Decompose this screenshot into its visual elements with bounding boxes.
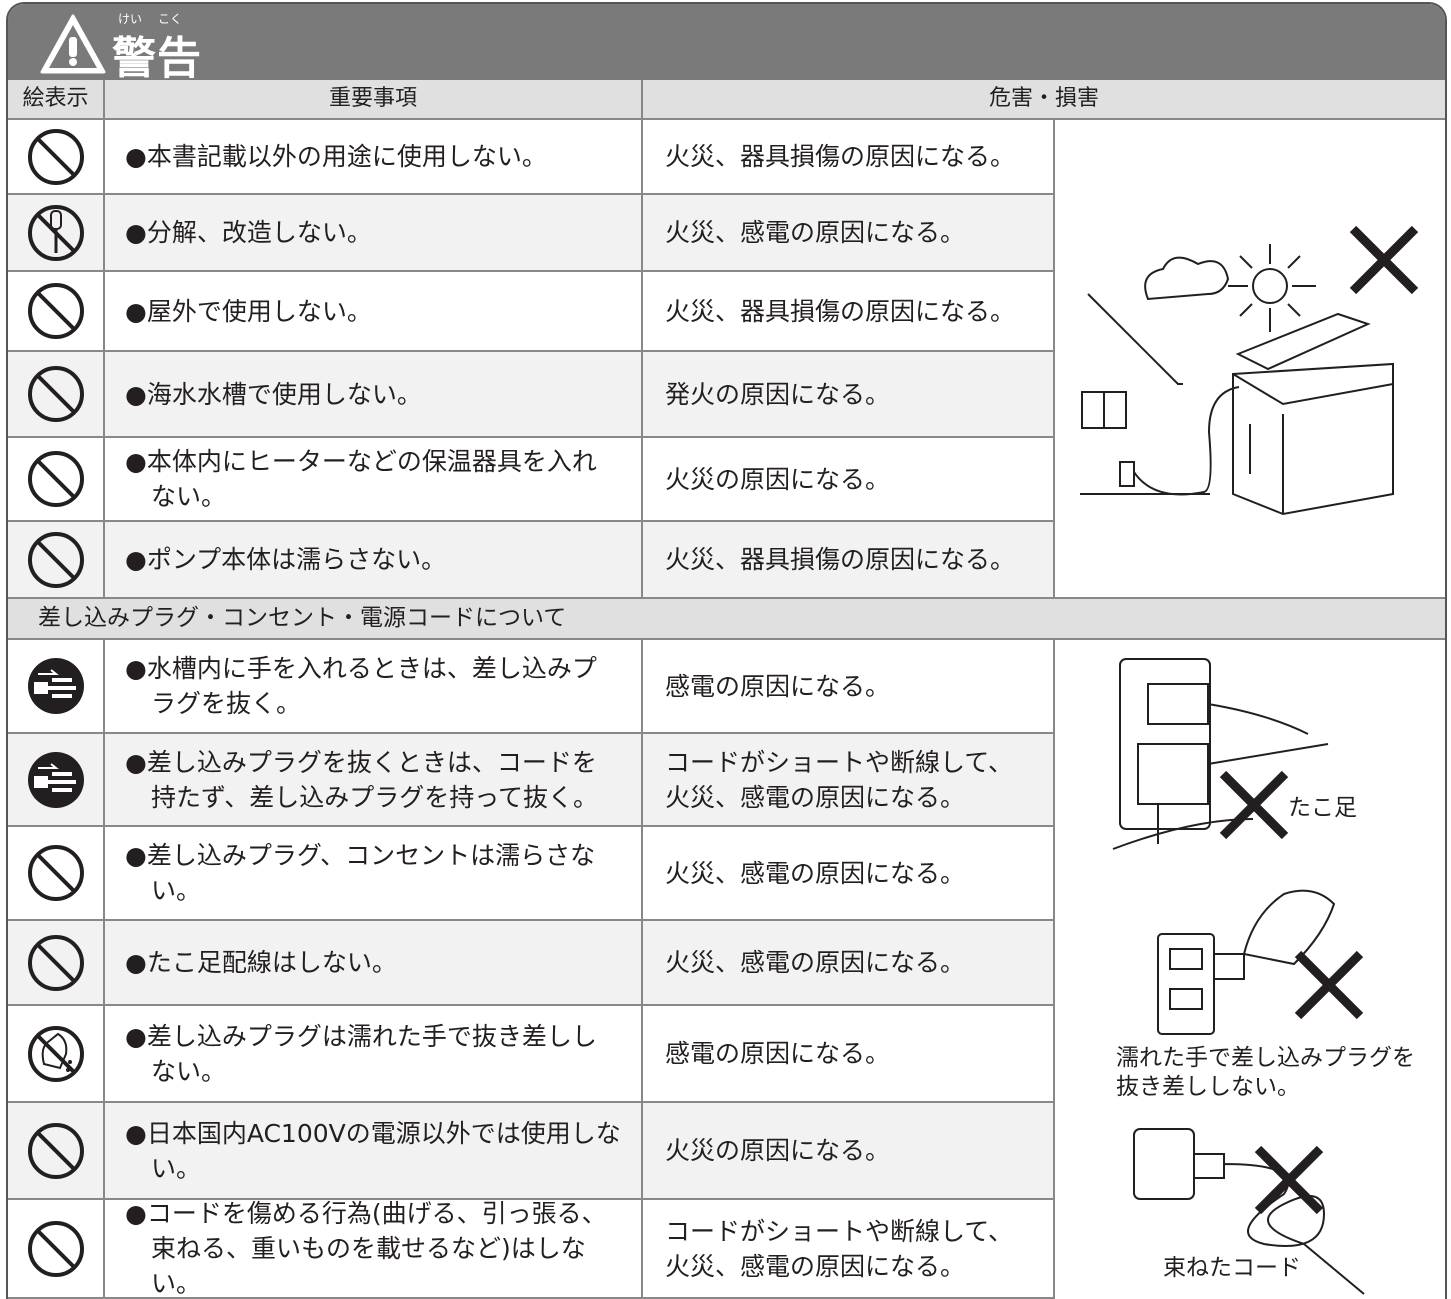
cell-text: 差し込みプラグ・コンセント・電源コードについて	[38, 605, 567, 632]
cell-text: ●分解、改造しない。	[125, 218, 372, 247]
harm: 火災の原因になる。	[643, 1103, 1055, 1200]
harm: 火災、感電の原因になる。	[643, 921, 1055, 1006]
title: 警告	[112, 33, 202, 84]
section-header: 差し込みプラグ・コンセント・電源コードについて	[8, 599, 1445, 640]
pictogram	[27, 845, 84, 901]
important-item: ●差し込みプラグは濡れた手で抜き差ししない。	[105, 1006, 643, 1103]
important-item: ●たこ足配線はしない。	[105, 921, 643, 1006]
cell-text: 重要事項	[328, 85, 417, 111]
illustration-cell	[1055, 120, 1445, 599]
illustration-cell	[1055, 640, 1445, 1299]
header-bar: けい こく 警告	[8, 4, 1445, 84]
illustration-caption: 束ねたコード	[1163, 1255, 1301, 1281]
pictogram	[27, 751, 84, 808]
cell-text: ●差し込みプラグは濡れた手で抜き差ししない。	[125, 1021, 597, 1086]
column-header: 危害・損害	[643, 80, 1445, 120]
harm: 火災、感電の原因になる。	[643, 195, 1055, 272]
important-item: ●本書記載以外の用途に使用しない。	[105, 120, 643, 195]
important-item: ●差し込みプラグ、コンセントは濡らさない。	[105, 827, 643, 921]
important-item: ●分解、改造しない。	[105, 195, 643, 272]
warning-icon	[40, 14, 106, 74]
pictogram	[27, 934, 84, 991]
important-item: ●本体内にヒーターなどの保温器具を入れない。	[105, 438, 643, 522]
furigana: けい	[118, 12, 143, 26]
important-item: ●コードを傷める行為(曲げる、引っ張る、束ねる、重いものを載せるなど)はしない。	[105, 1199, 643, 1299]
harm: 火災、器具損傷の原因になる。	[643, 272, 1055, 352]
pictogram	[27, 283, 84, 339]
column-header: 絵表示	[8, 80, 105, 120]
harm: コードがショートや断線して、火災、感電の原因になる。	[643, 1200, 1055, 1299]
cell-text: 火災、感電の原因になる。	[665, 948, 966, 977]
cell-text: 火災、感電の原因になる。	[665, 858, 966, 888]
cell-text: ●屋外で使用しない。	[125, 296, 372, 326]
cell-text: 発火の原因になる。	[665, 379, 891, 409]
cell-text: 危害・損害	[988, 85, 1099, 111]
cell-text: 火災、器具損傷の原因になる。	[665, 545, 1016, 574]
furigana: こく	[158, 12, 183, 26]
pictogram	[27, 204, 84, 261]
important-item: ●屋外で使用しない。	[105, 272, 643, 352]
harm: コードがショートや断線して、火災、感電の原因になる。	[643, 734, 1055, 827]
harm: 火災、器具損傷の原因になる。	[643, 522, 1055, 599]
pictogram-cell	[8, 120, 105, 195]
pictogram	[27, 1220, 84, 1277]
illustration-caption: 濡れた手で差し込みプラグを抜き差ししない。	[1116, 1045, 1415, 1100]
pictogram-cell	[8, 1006, 105, 1103]
cell-text: 火災、器具損傷の原因になる。	[665, 296, 1016, 326]
harm: 感電の原因になる。	[643, 640, 1055, 734]
harm: 火災の原因になる。	[643, 438, 1055, 522]
important-item: ●ポンプ本体は濡らさない。	[105, 522, 643, 599]
important-item: ●海水水槽で使用しない。	[105, 352, 643, 438]
pictogram-cell	[8, 1103, 105, 1200]
cell-text: ●ポンプ本体は濡らさない。	[125, 545, 447, 574]
cell-text: ●水槽内に手を入れるときは、差し込みプラグを抜く。	[125, 654, 597, 718]
pictogram	[27, 531, 84, 588]
illustration-caption: たこ足	[1288, 795, 1357, 821]
harm: 火災、器具損傷の原因になる。	[643, 120, 1055, 195]
cell-text: 感電の原因になる。	[665, 1039, 891, 1068]
pictogram-cell	[8, 352, 105, 438]
cell-text: ●コードを傷める行為(曲げる、引っ張る、束ねる、重いものを載せるなど)はしない。	[125, 1199, 607, 1298]
pictogram-cell	[8, 522, 105, 599]
cell-text: ●差し込みプラグを抜くときは、コードを持たず、差し込みプラグを持って抜く。	[125, 747, 599, 812]
pictogram	[27, 451, 84, 507]
pictogram-cell	[8, 734, 105, 827]
pictogram-cell	[8, 195, 105, 272]
cell-text: 火災、感電の原因になる。	[665, 218, 966, 247]
important-item: ●差し込みプラグを抜くときは、コードを持たず、差し込みプラグを持って抜く。	[105, 734, 643, 827]
important-item: ●日本国内AC100Vの電源以外では使用しない。	[105, 1103, 643, 1200]
cell-text: 絵表示	[22, 85, 89, 111]
pictogram	[27, 658, 84, 714]
column-header: 重要事項	[105, 80, 643, 120]
cell-text: 火災の原因になる。	[665, 464, 891, 494]
warning-table: けい こく 警告 絵表示 重要事項 危害・損害 ●本書記載以外の用途に使用しない。 火災…	[6, 2, 1447, 1299]
cell-text: コードがショートや断線して、火災、感電の原因になる。	[665, 747, 1014, 812]
pictogram-cell	[8, 640, 105, 734]
pictogram-cell	[8, 1200, 105, 1299]
pictogram	[27, 1025, 84, 1082]
cell-text: ●本体内にヒーターなどの保温器具を入れない。	[125, 447, 597, 511]
pictogram-cell	[8, 921, 105, 1006]
pictogram	[27, 1122, 84, 1179]
cell-text: ●差し込みプラグ、コンセントは濡らさない。	[125, 841, 596, 905]
cell-text: ●たこ足配線はしない。	[125, 948, 397, 977]
cell-text: コードがショートや断線して、火災、感電の原因になる。	[665, 1216, 1014, 1281]
cell-text: 火災、器具損傷の原因になる。	[665, 142, 1016, 171]
cell-text: 感電の原因になる。	[665, 671, 891, 701]
cell-text: 火災の原因になる。	[665, 1136, 891, 1165]
cell-text: ●本書記載以外の用途に使用しない。	[125, 142, 547, 171]
harm: 感電の原因になる。	[643, 1006, 1055, 1103]
pictogram	[27, 366, 84, 422]
pictogram	[27, 128, 84, 185]
harm: 発火の原因になる。	[643, 352, 1055, 438]
harm: 火災、感電の原因になる。	[643, 827, 1055, 921]
cell-text: ●日本国内AC100Vの電源以外では使用しない。	[125, 1118, 621, 1183]
pictogram-cell	[8, 272, 105, 352]
pictogram-cell	[8, 438, 105, 522]
cell-text: ●海水水槽で使用しない。	[125, 379, 422, 409]
important-item: ●水槽内に手を入れるときは、差し込みプラグを抜く。	[105, 640, 643, 734]
pictogram-cell	[8, 827, 105, 921]
